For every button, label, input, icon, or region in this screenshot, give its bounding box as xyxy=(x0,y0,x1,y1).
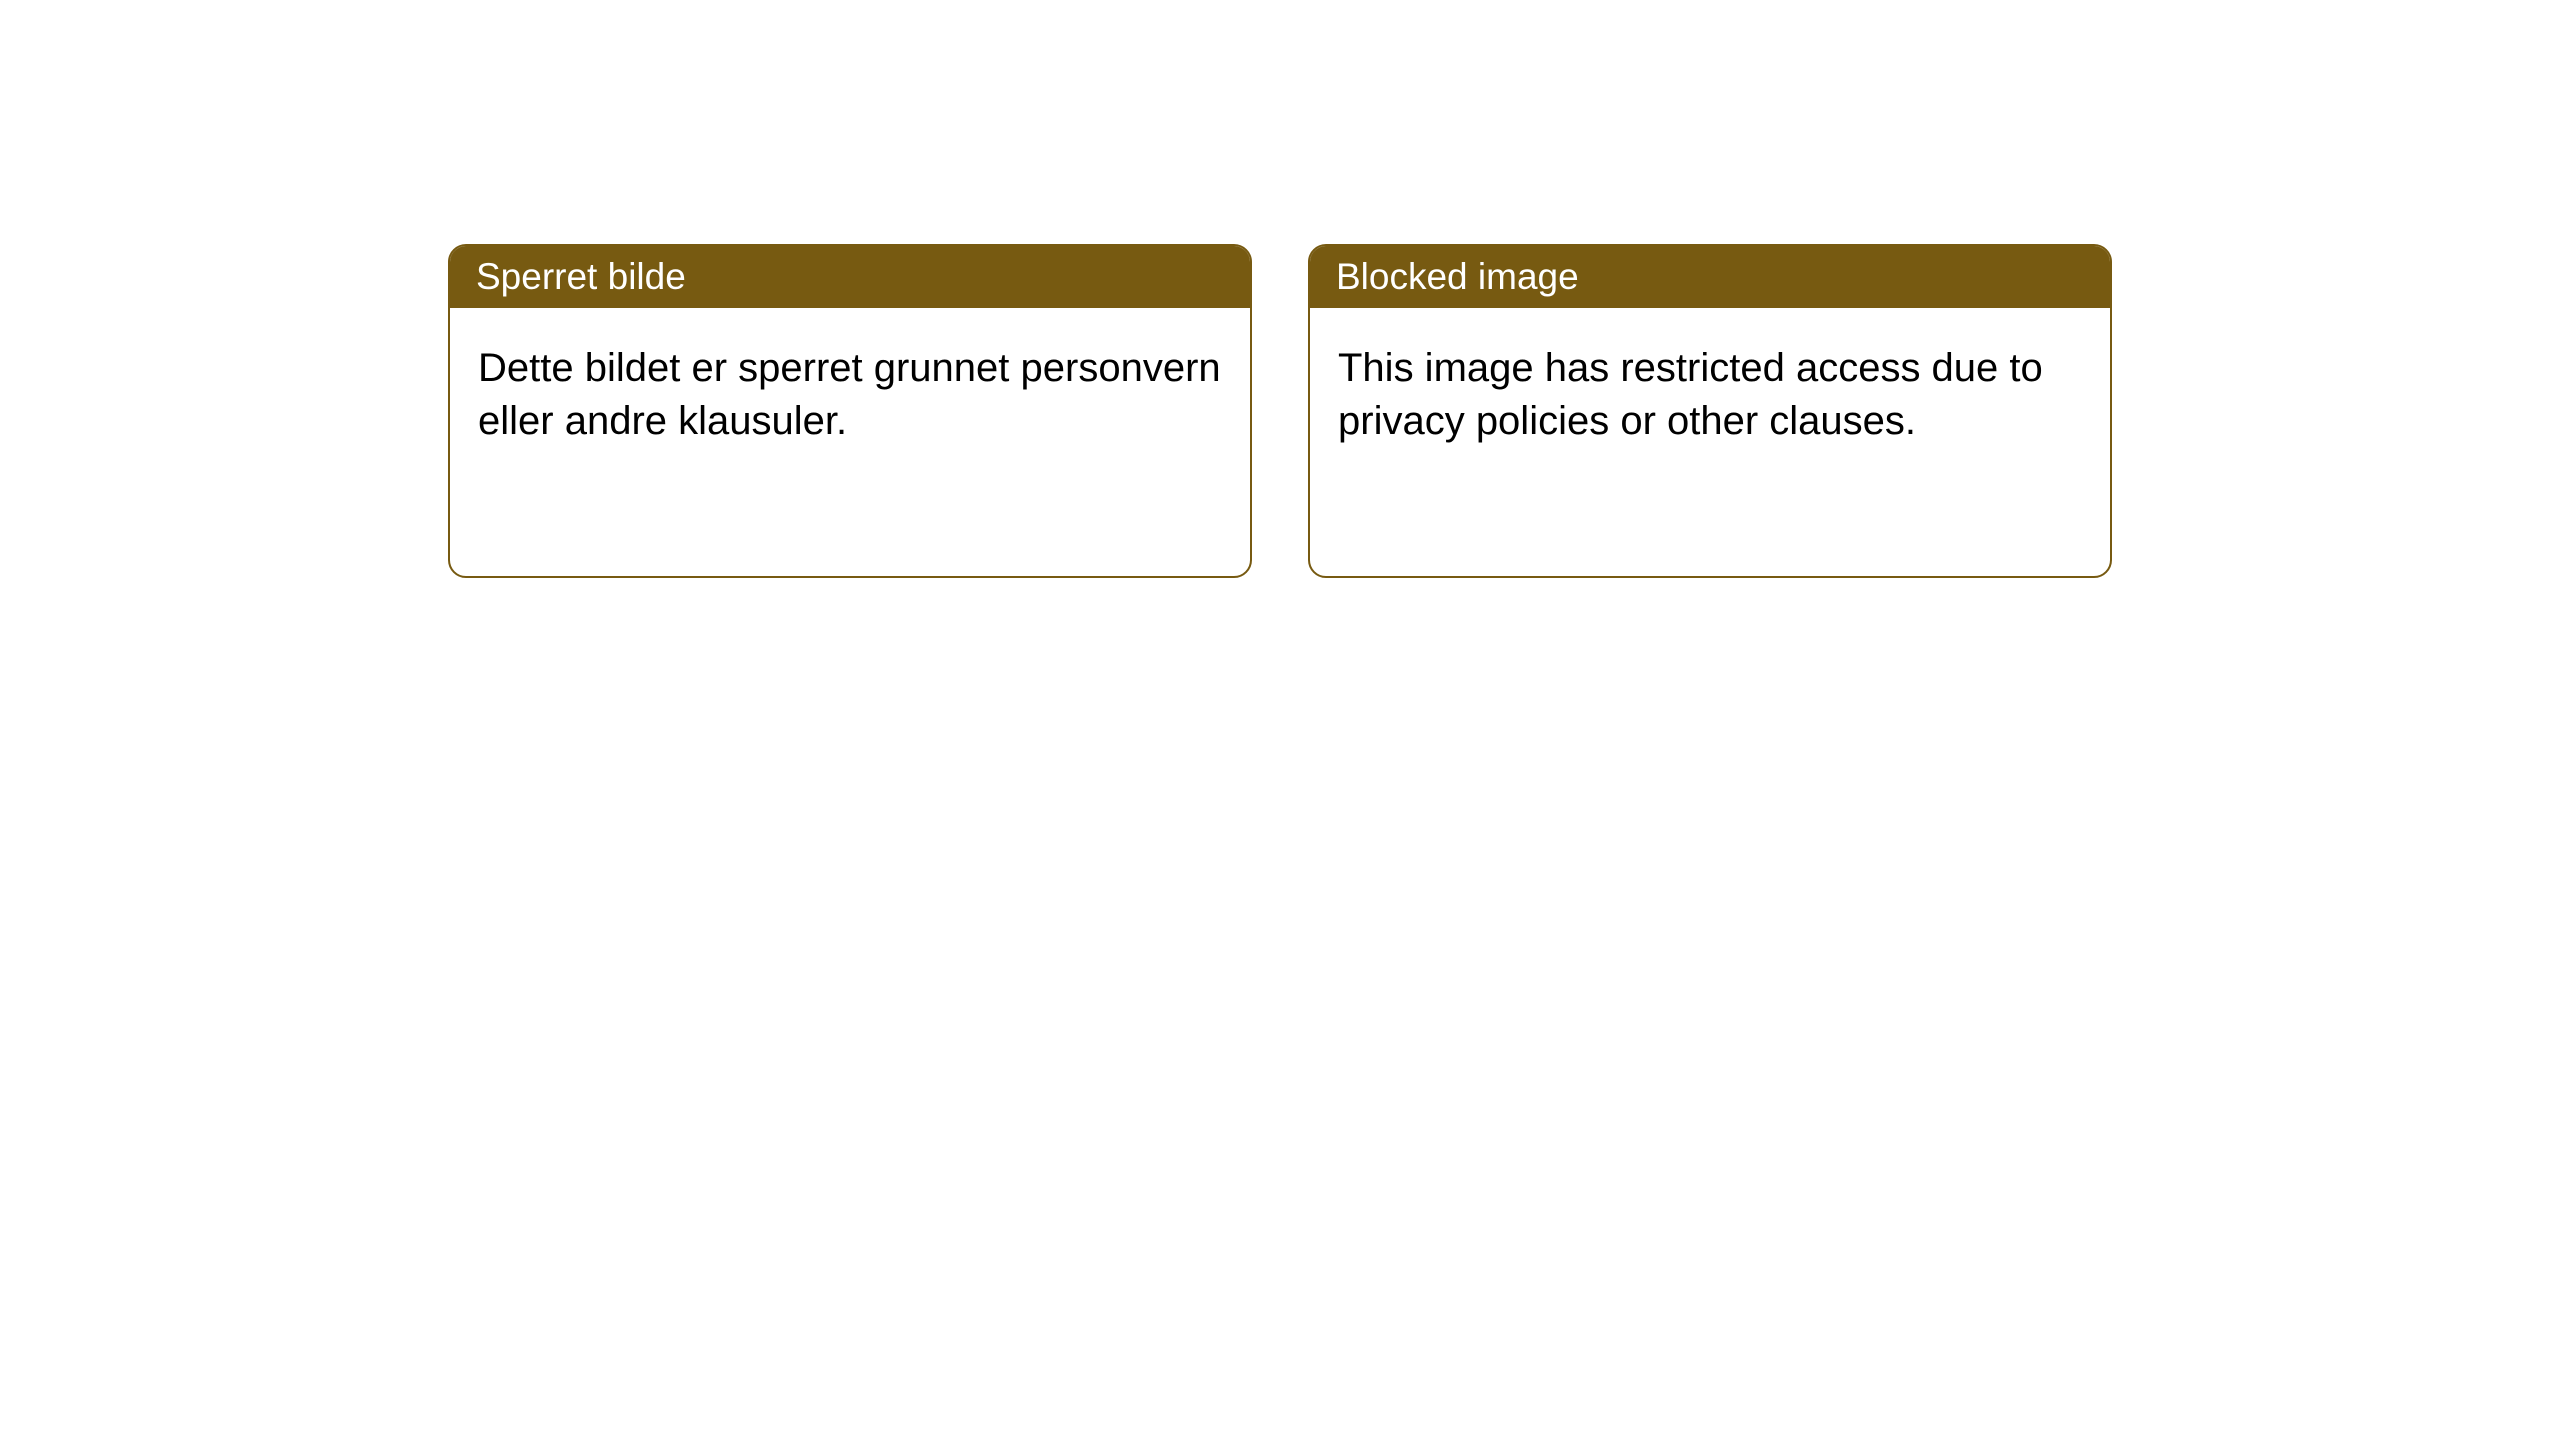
card-title-no: Sperret bilde xyxy=(476,256,686,297)
blocked-image-card-no: Sperret bilde Dette bildet er sperret gr… xyxy=(448,244,1252,578)
blocked-image-card-en: Blocked image This image has restricted … xyxy=(1308,244,2112,578)
card-body-no: Dette bildet er sperret grunnet personve… xyxy=(450,308,1250,476)
card-body-en: This image has restricted access due to … xyxy=(1310,308,2110,476)
card-message-en: This image has restricted access due to … xyxy=(1338,346,2043,443)
card-title-en: Blocked image xyxy=(1336,256,1579,297)
card-header-no: Sperret bilde xyxy=(450,246,1250,308)
notice-container: Sperret bilde Dette bildet er sperret gr… xyxy=(448,244,2112,578)
card-header-en: Blocked image xyxy=(1310,246,2110,308)
card-message-no: Dette bildet er sperret grunnet personve… xyxy=(478,346,1221,443)
